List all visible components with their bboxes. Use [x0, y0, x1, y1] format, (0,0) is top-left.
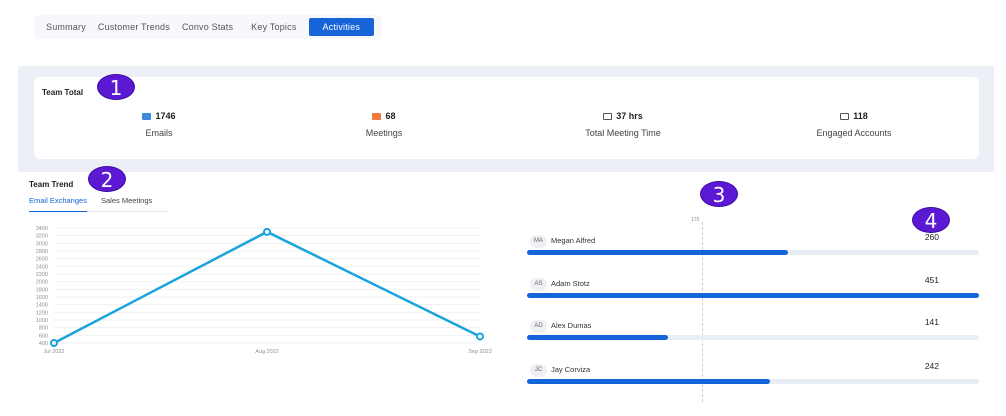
tab-key-topics[interactable]: Key Topics	[251, 22, 297, 32]
annotation-badge-4: 4	[912, 207, 950, 233]
progress-fill	[527, 379, 770, 384]
stat-meeting-time-label: Total Meeting Time	[585, 128, 661, 138]
y-tick-label: 2000	[36, 280, 48, 286]
y-tick-label: 600	[39, 333, 48, 339]
progress-fill	[527, 250, 788, 255]
y-tick-label: 3400	[36, 226, 48, 232]
stat-engaged-accounts-value: 118	[853, 111, 868, 121]
data-point	[263, 227, 271, 236]
avatar: AS	[530, 278, 547, 291]
rep-value: 260	[924, 232, 939, 242]
tab-summary[interactable]: Summary	[46, 22, 86, 32]
y-tick-label: 800	[39, 326, 48, 332]
stat-meeting-time: 37 hrs Total Meeting Time	[523, 111, 723, 138]
stat-meeting-time-value: 37 hrs	[616, 111, 643, 121]
progress-track	[527, 335, 979, 340]
y-tick-label: 2600	[36, 257, 48, 263]
stat-meetings-label: Meetings	[365, 128, 403, 138]
stat-meetings-value: 68	[385, 111, 396, 121]
leaderboard-row[interactable]: AD Alex Dumas 141	[527, 317, 979, 360]
rep-name: Alex Dumas	[551, 321, 592, 330]
y-tick-label: 400	[39, 341, 48, 347]
rep-value: 141	[924, 317, 939, 327]
x-tick-label: Sep 2022	[468, 349, 492, 355]
team-trend-subtabs: Email Exchanges Sales Meetings	[29, 196, 167, 212]
briefcase-icon	[603, 112, 613, 120]
stat-emails-label: Emails	[145, 128, 173, 138]
y-tick-label: 3200	[36, 234, 48, 240]
x-tick-label: Aug 2022	[255, 349, 279, 355]
tab-activities[interactable]: Activities	[308, 18, 375, 36]
average-marker-label: 175	[691, 217, 700, 223]
annotation-badge-2: 2	[88, 166, 126, 192]
stat-emails-value: 1746	[155, 111, 176, 121]
team-total-title: Team Total	[42, 88, 84, 97]
progress-fill	[527, 293, 979, 298]
progress-track	[527, 250, 979, 255]
subtab-email-exchanges[interactable]: Email Exchanges	[29, 196, 87, 212]
x-tick-label: Jul 2022	[44, 349, 65, 355]
avatar: AD	[530, 320, 547, 333]
leaderboard-row[interactable]: MA Megan Alfred 260	[527, 232, 979, 275]
stat-emails: 1746 Emails	[59, 111, 259, 138]
y-tick-label: 2800	[36, 249, 48, 255]
stat-engaged-accounts-label: Engaged Accounts	[816, 128, 892, 138]
y-tick-label: 2400	[36, 264, 48, 270]
stat-engaged-accounts: 118 Engaged Accounts	[754, 111, 954, 138]
annotation-badge-3: 3	[700, 181, 738, 207]
avatar: JC	[530, 364, 547, 377]
team-trend-title: Team Trend	[29, 180, 74, 189]
progress-track	[527, 293, 979, 298]
progress-track	[527, 379, 979, 384]
tab-bar: Summary Customer Trends Convo Stats Key …	[34, 15, 382, 39]
rep-value: 451	[924, 275, 939, 285]
leaderboard-row[interactable]: AS Adam Stotz 451	[527, 275, 979, 318]
annotation-badge-1: 1	[97, 74, 135, 100]
progress-fill	[527, 335, 669, 340]
tab-convo-stats[interactable]: Convo Stats	[181, 22, 234, 32]
y-tick-label: 2200	[36, 272, 48, 278]
video-camera-icon	[372, 112, 382, 120]
series-line	[53, 230, 481, 345]
average-marker-line	[702, 222, 703, 402]
subtab-sales-meetings[interactable]: Sales Meetings	[101, 196, 153, 205]
y-tick-label: 1000	[36, 318, 48, 324]
rep-value: 242	[924, 361, 939, 371]
stat-meetings: 68 Meetings	[284, 111, 484, 138]
rep-name: Adam Stotz	[551, 279, 590, 288]
y-tick-label: 1400	[36, 303, 48, 309]
briefcase-icon	[840, 112, 850, 120]
leaderboard-row[interactable]: JC Jay Corviza 242	[527, 361, 979, 404]
y-tick-label: 3000	[36, 241, 48, 247]
rep-name: Jay Corviza	[551, 365, 591, 374]
rep-name: Megan Alfred	[551, 236, 596, 245]
data-point	[476, 332, 484, 341]
data-point	[50, 339, 58, 347]
y-tick-label: 1800	[36, 287, 48, 293]
envelope-icon	[142, 112, 152, 120]
tab-customer-trends[interactable]: Customer Trends	[97, 22, 170, 32]
avatar: MA	[530, 235, 547, 248]
team-total-card: Team Total 1746 Emails 68 Meetings 37 hr…	[34, 77, 979, 159]
y-tick-label: 1600	[36, 295, 48, 301]
y-tick-label: 1200	[36, 310, 48, 316]
